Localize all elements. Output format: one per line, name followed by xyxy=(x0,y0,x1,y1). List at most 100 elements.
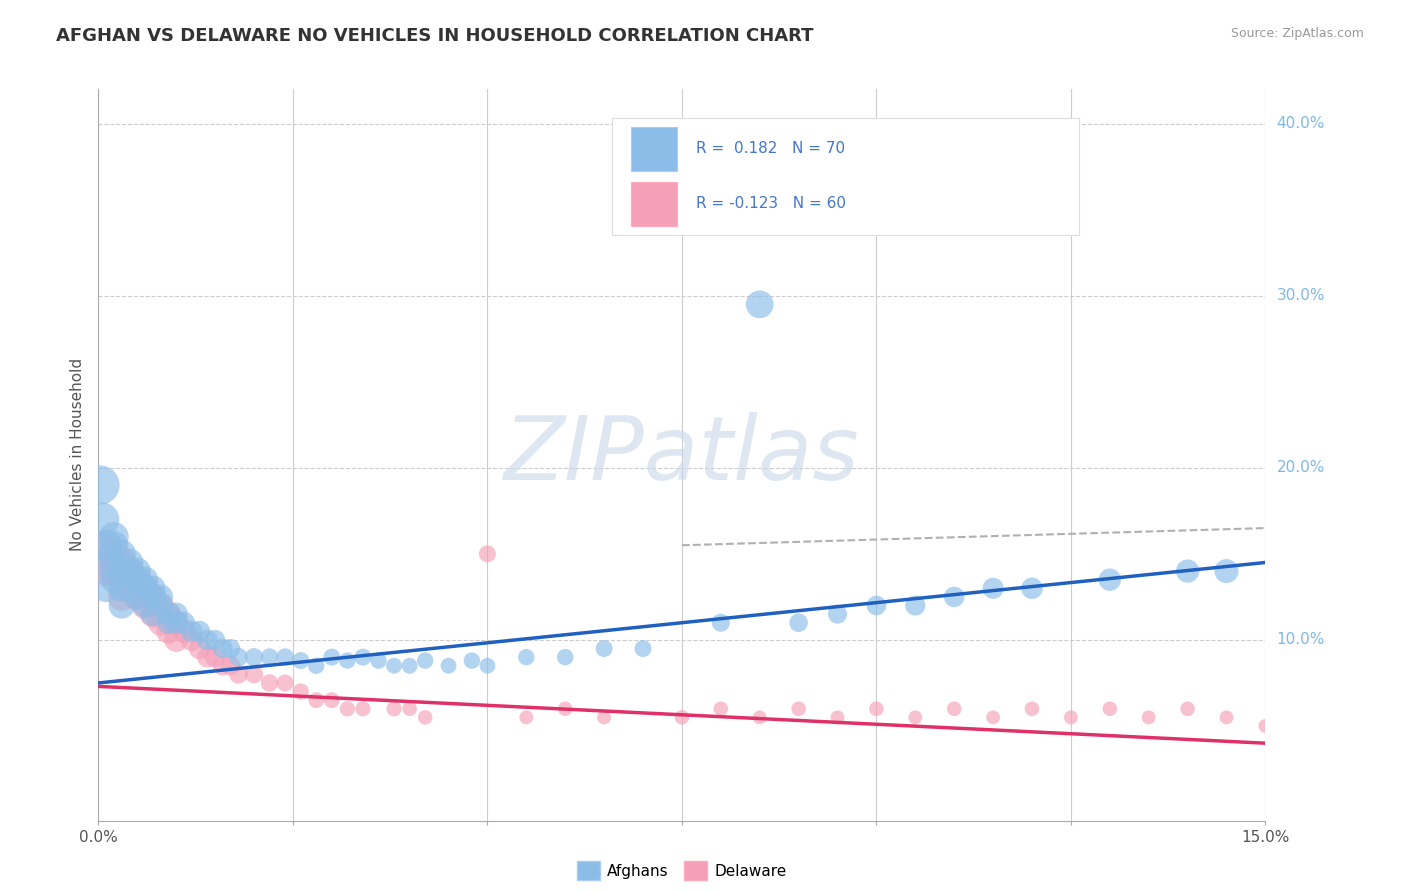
Point xyxy=(195,632,218,647)
Point xyxy=(827,607,849,621)
Point xyxy=(1060,710,1083,724)
Point xyxy=(477,658,499,673)
Point xyxy=(1021,582,1043,596)
Point xyxy=(157,624,180,639)
Text: 20.0%: 20.0% xyxy=(1277,460,1324,475)
Point xyxy=(554,702,576,716)
Point xyxy=(188,641,211,656)
Point xyxy=(165,615,187,630)
Point xyxy=(103,556,125,570)
Point xyxy=(631,641,654,656)
Point xyxy=(180,632,202,647)
Point xyxy=(382,702,405,716)
Point xyxy=(943,702,966,716)
Point xyxy=(111,582,134,596)
Point xyxy=(336,654,359,668)
Point xyxy=(142,607,165,621)
Point xyxy=(710,702,733,716)
Point xyxy=(127,590,149,604)
Point xyxy=(204,632,226,647)
Point xyxy=(157,615,180,630)
Point xyxy=(103,564,125,578)
Point xyxy=(382,658,405,673)
Point xyxy=(149,599,172,613)
Point xyxy=(118,564,141,578)
Point xyxy=(398,658,420,673)
Point xyxy=(134,573,156,587)
Point xyxy=(398,702,420,716)
Point xyxy=(228,650,250,665)
Point xyxy=(904,599,927,613)
Point xyxy=(259,676,281,690)
Point xyxy=(149,590,172,604)
Point xyxy=(865,599,887,613)
Point xyxy=(111,564,134,578)
Point xyxy=(219,641,242,656)
Point xyxy=(103,573,125,587)
Point xyxy=(1098,702,1121,716)
Point xyxy=(91,512,114,526)
Point xyxy=(173,624,195,639)
Point xyxy=(461,654,484,668)
Point xyxy=(118,556,141,570)
Point xyxy=(593,710,616,724)
Legend: Afghans, Delaware: Afghans, Delaware xyxy=(571,855,793,886)
Point xyxy=(1177,702,1199,716)
Point xyxy=(96,564,118,578)
Point xyxy=(243,650,266,665)
Point xyxy=(827,710,849,724)
Point xyxy=(787,615,810,630)
Point xyxy=(96,556,118,570)
Point xyxy=(1137,710,1160,724)
Point xyxy=(157,607,180,621)
Point xyxy=(127,573,149,587)
Text: AFGHAN VS DELAWARE NO VEHICLES IN HOUSEHOLD CORRELATION CHART: AFGHAN VS DELAWARE NO VEHICLES IN HOUSEH… xyxy=(56,27,814,45)
Point xyxy=(149,615,172,630)
Point xyxy=(111,599,134,613)
Point xyxy=(89,478,111,492)
Point xyxy=(149,599,172,613)
Point xyxy=(865,702,887,716)
Point xyxy=(212,641,235,656)
Point xyxy=(1021,702,1043,716)
Point xyxy=(157,607,180,621)
Point xyxy=(437,658,460,673)
Point xyxy=(515,650,537,665)
Point xyxy=(352,650,374,665)
Point xyxy=(111,573,134,587)
Point xyxy=(243,667,266,681)
Text: Source: ZipAtlas.com: Source: ZipAtlas.com xyxy=(1230,27,1364,40)
Point xyxy=(204,650,226,665)
Point xyxy=(748,297,770,311)
Point xyxy=(96,582,118,596)
Point xyxy=(787,702,810,716)
Point xyxy=(274,676,297,690)
Point xyxy=(515,710,537,724)
Point xyxy=(290,684,312,698)
Point xyxy=(477,547,499,561)
Point xyxy=(321,693,343,707)
Point xyxy=(212,658,235,673)
Point xyxy=(103,538,125,552)
Point xyxy=(96,538,118,552)
Point xyxy=(103,547,125,561)
Point xyxy=(118,582,141,596)
Point xyxy=(259,650,281,665)
Point xyxy=(180,624,202,639)
Point xyxy=(134,582,156,596)
Text: ZIPatlas: ZIPatlas xyxy=(505,412,859,498)
Point xyxy=(127,573,149,587)
Text: 30.0%: 30.0% xyxy=(1277,288,1324,303)
Point xyxy=(305,693,328,707)
Point xyxy=(142,582,165,596)
Point xyxy=(219,658,242,673)
Point xyxy=(118,582,141,596)
Point xyxy=(111,556,134,570)
Point xyxy=(593,641,616,656)
Point xyxy=(981,710,1004,724)
Point xyxy=(127,564,149,578)
Point xyxy=(274,650,297,665)
Point xyxy=(904,710,927,724)
Point xyxy=(142,590,165,604)
Point xyxy=(748,710,770,724)
